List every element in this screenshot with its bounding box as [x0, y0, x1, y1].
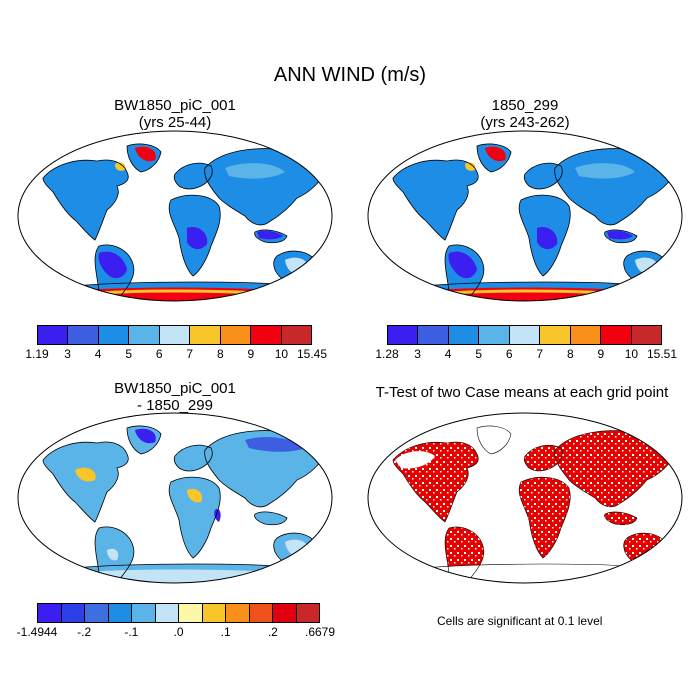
colorbar-tick-label: -.2 — [77, 625, 92, 639]
colorbar-cell — [509, 326, 541, 344]
colorbar-tick-label: -.1 — [124, 625, 139, 639]
colorbar-tick-label: 15.51 — [646, 347, 678, 361]
colorbar-cell — [296, 604, 319, 622]
colorbar-tick-label: 1.19 — [25, 347, 49, 361]
colorbar-tick-label: 7 — [186, 347, 194, 361]
colorbar-tick-label: 5 — [475, 347, 482, 361]
colorbar-panel1 — [37, 325, 312, 345]
colorbar-cell — [98, 326, 130, 344]
panel4-title-line1: T-Test of two Case means at each grid po… — [375, 384, 669, 401]
panel1-title-line2: (yrs 25-44) — [138, 114, 212, 131]
colorbar-cell — [179, 604, 203, 622]
map-panel2 — [367, 130, 683, 302]
colorbar-tick-label: 5 — [125, 347, 132, 361]
map-panel3 — [17, 412, 333, 584]
colorbar-cell — [132, 604, 156, 622]
colorbar-tick-label: .2 — [267, 625, 278, 639]
colorbar-cell — [159, 326, 191, 344]
colorbar-tick-label: .1 — [220, 625, 231, 639]
colorbar-cell — [570, 326, 602, 344]
colorbar-cell — [61, 604, 85, 622]
colorbar-cell — [631, 326, 661, 344]
colorbar-tick-label: 3 — [414, 347, 421, 361]
panel2-title-line1: 1850_299 — [491, 97, 559, 114]
colorbar-cell — [85, 604, 109, 622]
colorbar-tick-label: 10 — [624, 347, 639, 361]
colorbar-tick-label: 6 — [505, 347, 513, 361]
colorbar-cell — [479, 326, 510, 344]
colorbar-tick-label: 4 — [94, 347, 102, 361]
colorbar-tick-label: 1.28 — [375, 347, 399, 361]
colorbar-cell — [190, 326, 221, 344]
colorbar-cell — [38, 604, 62, 622]
colorbar-tick-label: 15.45 — [296, 347, 328, 361]
colorbar-panel3 — [37, 603, 320, 623]
colorbar-cell — [273, 604, 297, 622]
panel2-title: 1850_299 (yrs 243-262) — [380, 97, 670, 131]
colorbar-panel2 — [387, 325, 662, 345]
colorbar-cell — [601, 326, 632, 344]
colorbar-cell — [226, 604, 250, 622]
colorbar-cell — [68, 326, 99, 344]
colorbar-cell — [202, 604, 226, 622]
colorbar-tick-label: 4 — [444, 347, 452, 361]
colorbar-tick-label: 3 — [64, 347, 71, 361]
colorbar-tick-label: 7 — [536, 347, 544, 361]
colorbar-cell — [388, 326, 419, 344]
panel1-title-line1: BW1850_piC_001 — [114, 97, 236, 114]
panel3-title-line2: - 1850_299 — [137, 397, 213, 414]
panel2-title-line2: (yrs 243-262) — [480, 114, 570, 131]
panel3-title: BW1850_piC_001 - 1850_299 — [30, 380, 320, 414]
colorbar-cell — [220, 326, 252, 344]
significance-note: Cells are significant at 0.1 level — [437, 614, 603, 628]
colorbar-cell — [108, 604, 132, 622]
colorbar-cell — [38, 326, 69, 344]
panel1-title: BW1850_piC_001 (yrs 25-44) — [30, 97, 320, 131]
colorbar-tick-label: 10 — [274, 347, 289, 361]
colorbar-tick-label: 8 — [566, 347, 574, 361]
colorbar-cell — [251, 326, 282, 344]
colorbar-tick-label: .0 — [173, 625, 184, 639]
colorbar-tick-label: 8 — [216, 347, 224, 361]
colorbar-cell — [448, 326, 480, 344]
colorbar-tick-label: -1.4944 — [16, 625, 58, 639]
colorbar-cell — [281, 326, 311, 344]
colorbar-cell — [540, 326, 571, 344]
map-panel4 — [367, 412, 683, 584]
map-panel1 — [17, 130, 333, 302]
figure-title: ANN WIND (m/s) — [273, 64, 427, 86]
panel4-title: T-Test of two Case means at each grid po… — [352, 384, 692, 401]
colorbar-cell — [249, 604, 273, 622]
colorbar-tick-label: 6 — [155, 347, 163, 361]
colorbar-cell — [129, 326, 160, 344]
panel3-title-line1: BW1850_piC_001 — [114, 380, 236, 397]
colorbar-cell — [155, 604, 179, 622]
colorbar-tick-label: 9 — [597, 347, 605, 361]
colorbar-tick-label: 9 — [247, 347, 255, 361]
colorbar-tick-label: .6679 — [304, 625, 336, 639]
colorbar-cell — [418, 326, 449, 344]
